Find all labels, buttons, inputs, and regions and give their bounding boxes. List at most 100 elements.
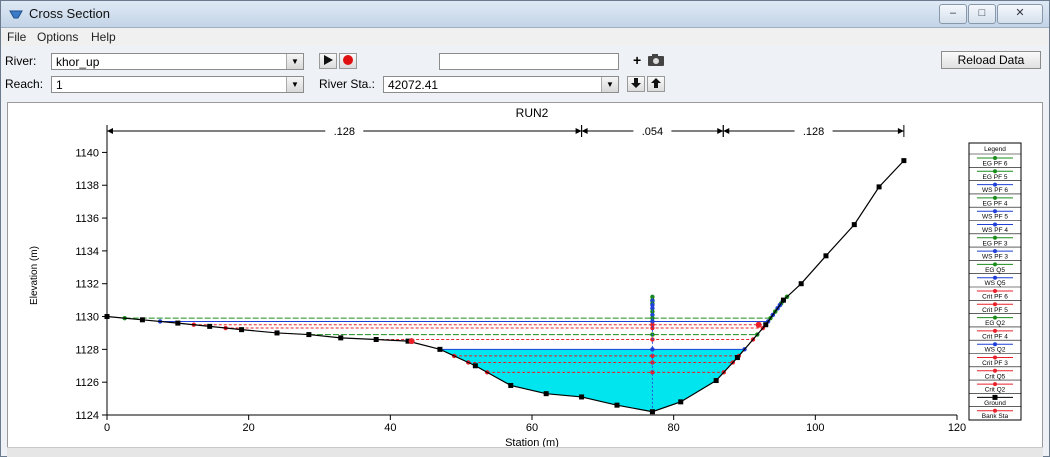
- cross-section-plot[interactable]: RUN2 1124 1126 1128 1130 1132 1134 1136 1138 1140…: [7, 102, 1043, 450]
- legend-item-label: Crit PF 5: [982, 307, 1008, 314]
- river-label: River:: [5, 54, 37, 68]
- legend-item-label: EG Q5: [985, 267, 1005, 274]
- legend-swatch-marker: [993, 315, 997, 320]
- manning-arrow-right: [897, 128, 904, 134]
- profile-text-box[interactable]: [439, 53, 619, 70]
- manning-label: .128: [334, 126, 355, 138]
- legend-item-label: WS PF 4: [982, 227, 1008, 234]
- manning-arrow-left: [107, 128, 113, 134]
- legend-swatch-marker: [993, 222, 997, 227]
- legend-item-label: EG Q2: [985, 320, 1005, 327]
- reach-select-value: 1: [56, 78, 63, 92]
- ground-point: [338, 335, 344, 341]
- legend-item-label: WS Q5: [985, 280, 1006, 287]
- y-tick-label: 1124: [75, 410, 99, 422]
- ground-point: [543, 391, 549, 397]
- ground-point: [763, 322, 769, 328]
- river-select-value: khor_up: [56, 55, 100, 69]
- legend-swatch-marker: [993, 156, 997, 160]
- chevron-down-icon[interactable]: ▼: [601, 77, 618, 92]
- arrow-up-icon: [651, 78, 661, 88]
- ground-point: [713, 378, 719, 384]
- maximize-button[interactable]: □: [968, 4, 996, 24]
- legend-title: Legend: [984, 146, 1006, 153]
- legend-swatch-marker: [993, 182, 997, 187]
- legend-swatch-marker: [993, 235, 997, 240]
- water-line-marker: [650, 353, 655, 359]
- ground-point: [798, 281, 804, 287]
- x-tick-label: 80: [668, 422, 680, 434]
- title-bar[interactable]: Cross Section – □ ✕: [1, 1, 1049, 28]
- legend-item-label: Crit Q5: [985, 373, 1006, 380]
- legend-swatch-marker: [993, 289, 997, 293]
- ground-point: [734, 355, 740, 361]
- legend-item-label: WS PF 3: [982, 254, 1008, 261]
- play-button[interactable]: [319, 53, 337, 69]
- camera-icon[interactable]: [647, 53, 665, 67]
- y-axis-label: Elevation (m): [29, 246, 40, 305]
- legend-swatch-marker: [993, 355, 997, 360]
- minimize-button[interactable]: –: [939, 4, 967, 24]
- manning-arrow-right: [717, 128, 724, 134]
- reload-data-button[interactable]: Reload Data: [941, 51, 1041, 69]
- ground-point: [306, 332, 312, 338]
- next-station-down-button[interactable]: [627, 76, 645, 92]
- ground-point: [851, 222, 857, 228]
- menu-help[interactable]: Help: [91, 30, 116, 44]
- bank-station-point: [408, 338, 415, 345]
- app-icon: [9, 10, 23, 19]
- x-tick-label: 20: [243, 422, 255, 434]
- x-tick-label: 40: [384, 422, 396, 434]
- ground-point: [614, 402, 620, 408]
- y-tick-label: 1130: [75, 312, 99, 324]
- close-button[interactable]: ✕: [997, 4, 1043, 24]
- manning-label: .128: [803, 126, 824, 138]
- legend-item-label: EG PF 5: [983, 174, 1008, 181]
- river-sta-select[interactable]: 42072.41 ▼: [383, 76, 619, 93]
- y-tick-label: 1132: [75, 279, 99, 291]
- menu-options[interactable]: Options: [37, 30, 79, 44]
- legend-swatch-marker: [993, 408, 997, 413]
- x-tick-label: 100: [806, 422, 824, 434]
- manning-label: .054: [642, 126, 663, 138]
- horizontal-scrollbar[interactable]: [7, 447, 1043, 457]
- x-tick-label: 0: [104, 422, 110, 434]
- y-tick-label: 1140: [75, 147, 99, 159]
- ground-point: [274, 330, 280, 336]
- chevron-down-icon[interactable]: ▼: [286, 77, 303, 92]
- river-select[interactable]: khor_up ▼: [51, 53, 304, 70]
- bank-station-point: [755, 321, 762, 328]
- water-line-marker: [650, 302, 655, 308]
- ground-point: [207, 323, 213, 329]
- next-station-up-button[interactable]: [647, 76, 665, 92]
- menu-file[interactable]: File: [7, 30, 27, 44]
- river-sta-select-value: 42072.41: [388, 78, 439, 92]
- plus-button[interactable]: +: [633, 52, 642, 68]
- record-button[interactable]: [339, 53, 357, 69]
- y-tick-label: 1128: [75, 344, 99, 356]
- menu-bar: File Options Help: [1, 28, 1049, 46]
- ground-point: [876, 184, 882, 190]
- legend-item-label: Bank Sta: [982, 413, 1009, 420]
- reach-select[interactable]: 1 ▼: [51, 76, 304, 93]
- ground-point: [678, 399, 684, 405]
- y-tick-label: 1126: [75, 377, 99, 389]
- legend-item-label: Crit PF 3: [982, 360, 1008, 367]
- legend-swatch-marker: [993, 328, 997, 333]
- water-fill: [439, 349, 745, 412]
- legend-item-label: EG PF 3: [983, 240, 1008, 247]
- legend-item-label: Crit PF 6: [982, 294, 1008, 301]
- legend-item-label: WS PF 6: [982, 187, 1008, 194]
- ground-point: [508, 382, 514, 388]
- ground-point: [405, 338, 411, 344]
- y-tick-label: 1134: [75, 246, 99, 258]
- ground-point: [239, 327, 245, 333]
- legend-swatch-marker: [993, 169, 997, 174]
- water-line-marker: [650, 370, 655, 375]
- legend-item-label: Crit PF 4: [982, 333, 1008, 340]
- ground-point: [649, 409, 655, 415]
- legend-swatch-marker: [993, 195, 997, 200]
- record-icon: [343, 55, 353, 65]
- chevron-down-icon[interactable]: ▼: [286, 54, 303, 69]
